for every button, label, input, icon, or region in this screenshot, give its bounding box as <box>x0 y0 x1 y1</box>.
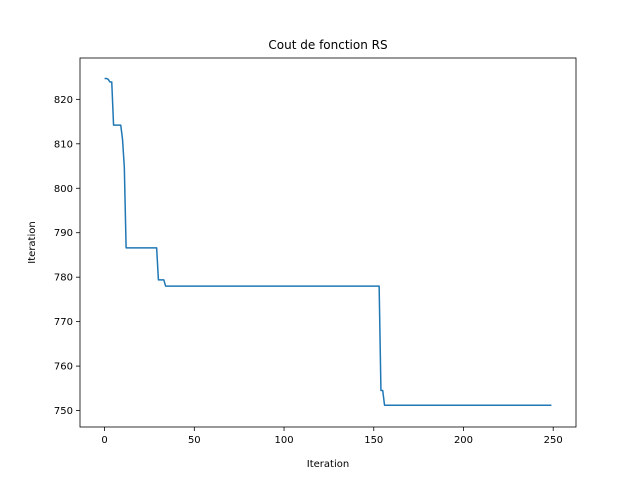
x-tick-label: 50 <box>188 435 201 446</box>
y-tick-label: 750 <box>54 406 73 417</box>
y-tick-label: 770 <box>54 317 73 328</box>
chart-title: Cout de fonction RS <box>268 38 387 52</box>
x-axis-label: Iteration <box>307 459 349 470</box>
x-tick-label: 250 <box>544 435 563 446</box>
x-tick-label: 200 <box>454 435 473 446</box>
y-axis-label: Iteration <box>27 221 38 263</box>
y-axis-ticks: 750 760 770 780 790 800 810 820 <box>54 95 80 417</box>
plot-frame <box>79 57 577 428</box>
x-tick-label: 100 <box>274 435 293 446</box>
y-tick-label: 760 <box>54 362 73 373</box>
x-axis-ticks: 0 50 100 150 200 250 <box>101 427 563 446</box>
cost-series-line <box>104 77 552 406</box>
y-tick-label: 820 <box>54 95 73 106</box>
x-tick-label: 150 <box>364 435 383 446</box>
y-tick-label: 790 <box>54 228 73 239</box>
x-tick-label: 0 <box>101 435 107 446</box>
y-tick-label: 810 <box>54 139 73 150</box>
y-tick-label: 780 <box>54 273 73 284</box>
y-tick-label: 800 <box>54 184 73 195</box>
